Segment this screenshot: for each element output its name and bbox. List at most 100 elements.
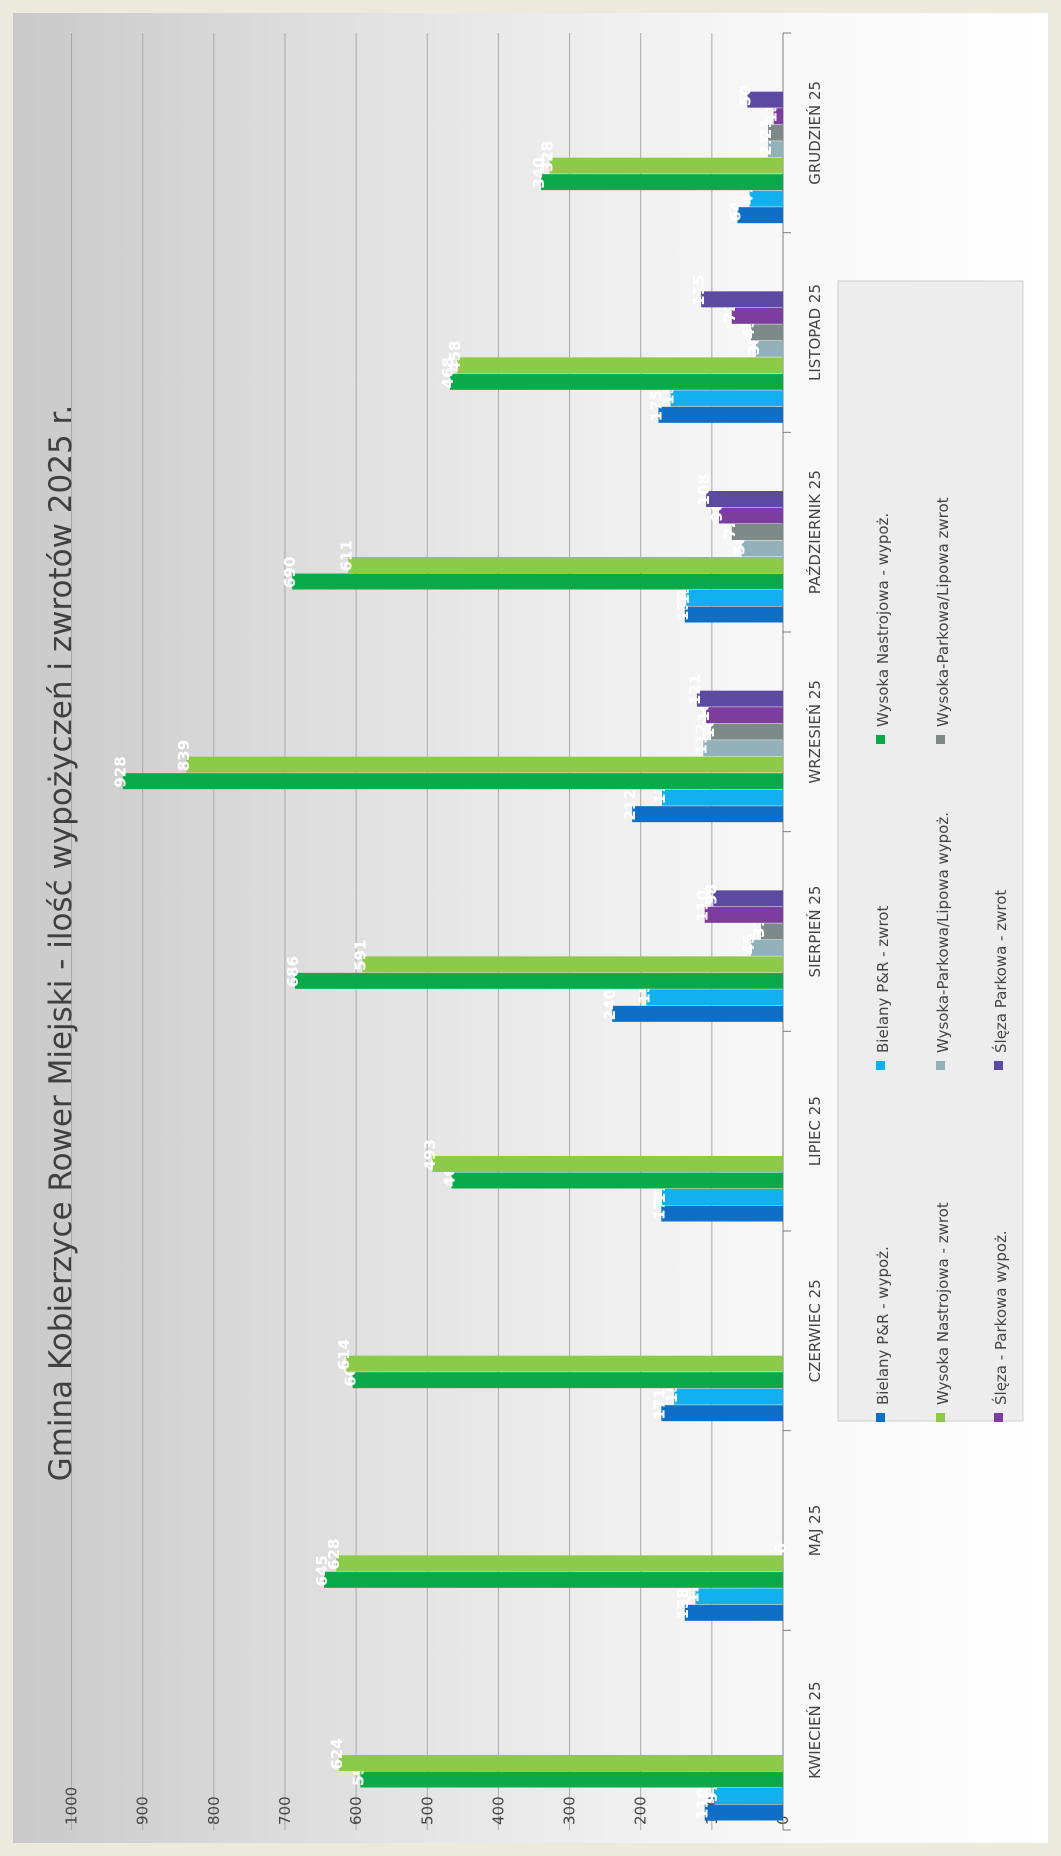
data-label: 212 xyxy=(621,789,639,820)
bar xyxy=(632,806,783,823)
legend-label: Wysoka Nastrojowa - wypoż. xyxy=(874,513,892,727)
data-label: 121 xyxy=(686,674,704,705)
bar xyxy=(658,406,783,423)
bar xyxy=(457,357,783,374)
value-tick-label: 500 xyxy=(418,1796,436,1825)
legend-label: Wysoka Nastrojowa - zwrot xyxy=(934,1202,952,1405)
bar xyxy=(339,1755,783,1771)
bar xyxy=(713,890,783,907)
chart-area: 0100200300400500600700800900100011097594… xyxy=(13,13,1048,1843)
bar xyxy=(674,1388,783,1405)
data-label: 928 xyxy=(112,756,130,787)
bar xyxy=(696,690,783,707)
bar xyxy=(704,906,783,923)
data-label: 171 xyxy=(650,1388,668,1419)
category-label: GRUDZIEŃ 25 xyxy=(805,81,824,185)
data-label: 112 xyxy=(692,723,710,754)
legend-swatch xyxy=(876,1061,885,1070)
legend-swatch xyxy=(936,735,945,744)
bar xyxy=(549,157,783,174)
category-label: SIERPIEŃ 25 xyxy=(805,886,824,978)
bar xyxy=(670,390,783,407)
data-label: 614 xyxy=(335,1339,353,1370)
bar xyxy=(362,956,783,973)
data-label: 628 xyxy=(325,1539,343,1570)
data-label: 690 xyxy=(281,557,299,588)
bar xyxy=(686,590,783,606)
category-label: LISTOPAD 25 xyxy=(806,284,824,381)
bar xyxy=(294,972,783,989)
value-tick-label: 200 xyxy=(632,1796,650,1825)
value-tick-label: 400 xyxy=(489,1796,507,1825)
legend-label: Bielany P&R - zwrot xyxy=(874,906,892,1053)
bar xyxy=(731,307,783,324)
bar xyxy=(662,789,783,806)
data-label: 110 xyxy=(694,890,712,921)
bar xyxy=(741,540,783,557)
data-label: 108 xyxy=(695,474,713,505)
data-label: 624 xyxy=(328,1738,346,1769)
category-label: KWIECIEŃ 25 xyxy=(805,1681,824,1779)
bar xyxy=(713,1788,783,1804)
bar xyxy=(186,756,783,773)
bar xyxy=(718,507,783,524)
data-label: 839 xyxy=(175,740,193,771)
bar xyxy=(661,1405,783,1422)
bar xyxy=(737,207,783,224)
data-label: 645 xyxy=(313,1555,331,1586)
bar xyxy=(541,174,783,191)
data-label: 50 xyxy=(736,85,754,106)
legend-swatch xyxy=(994,1061,1003,1070)
bar xyxy=(773,108,783,125)
legend-swatch xyxy=(876,735,885,744)
data-label: 328 xyxy=(539,141,557,172)
data-label: 686 xyxy=(284,956,302,987)
legend-label: Bielany P&R - wypoż. xyxy=(874,1246,892,1405)
bar xyxy=(706,491,783,507)
bar xyxy=(360,1771,783,1788)
data-label: 21 xyxy=(757,118,775,139)
category-label: MAJ 25 xyxy=(806,1505,824,1556)
data-label: 64 xyxy=(726,201,744,222)
bar xyxy=(336,1555,783,1572)
legend-swatch xyxy=(994,1413,1003,1422)
bar xyxy=(450,373,783,390)
legend-label: Wysoka-Parkowa/Lipowa wypoż. xyxy=(934,812,952,1053)
bar xyxy=(646,989,783,1006)
bar xyxy=(704,1804,783,1821)
bar xyxy=(348,557,783,573)
value-tick-label: 1000 xyxy=(63,1787,81,1825)
bar xyxy=(750,324,783,341)
bar xyxy=(346,1355,783,1372)
legend-swatch xyxy=(876,1413,885,1422)
bar xyxy=(122,773,783,790)
bar xyxy=(750,939,783,956)
bar xyxy=(695,1588,783,1605)
value-tick-label: 600 xyxy=(347,1796,365,1825)
bar xyxy=(612,1005,783,1022)
bar xyxy=(760,923,783,940)
data-label: 468 xyxy=(439,357,457,388)
data-label: 340 xyxy=(530,157,548,188)
bar xyxy=(662,1189,783,1205)
bar xyxy=(661,1205,783,1222)
data-label: 98 xyxy=(702,884,720,905)
value-tick-label: 700 xyxy=(276,1796,294,1825)
bar xyxy=(324,1571,783,1588)
data-label: 611 xyxy=(337,540,355,571)
category-label: CZERWIEC 25 xyxy=(806,1279,824,1382)
bar xyxy=(352,1372,783,1389)
bar xyxy=(451,1172,783,1189)
bar xyxy=(768,141,783,158)
data-label: 175 xyxy=(647,390,665,421)
data-label: 493 xyxy=(421,1139,439,1170)
data-label: 138 xyxy=(674,1588,692,1619)
legend-label: Ślęza - Parkowa wypoż. xyxy=(991,1230,1010,1405)
bar xyxy=(711,723,783,740)
category-label: LIPIEC 25 xyxy=(806,1096,824,1166)
bar xyxy=(706,707,783,724)
bar xyxy=(749,190,783,207)
data-label: 45 xyxy=(740,933,758,954)
bar xyxy=(292,573,783,590)
chart-title: Gmina Kobierzyce Rower Miejski - ilość w… xyxy=(43,405,79,1482)
